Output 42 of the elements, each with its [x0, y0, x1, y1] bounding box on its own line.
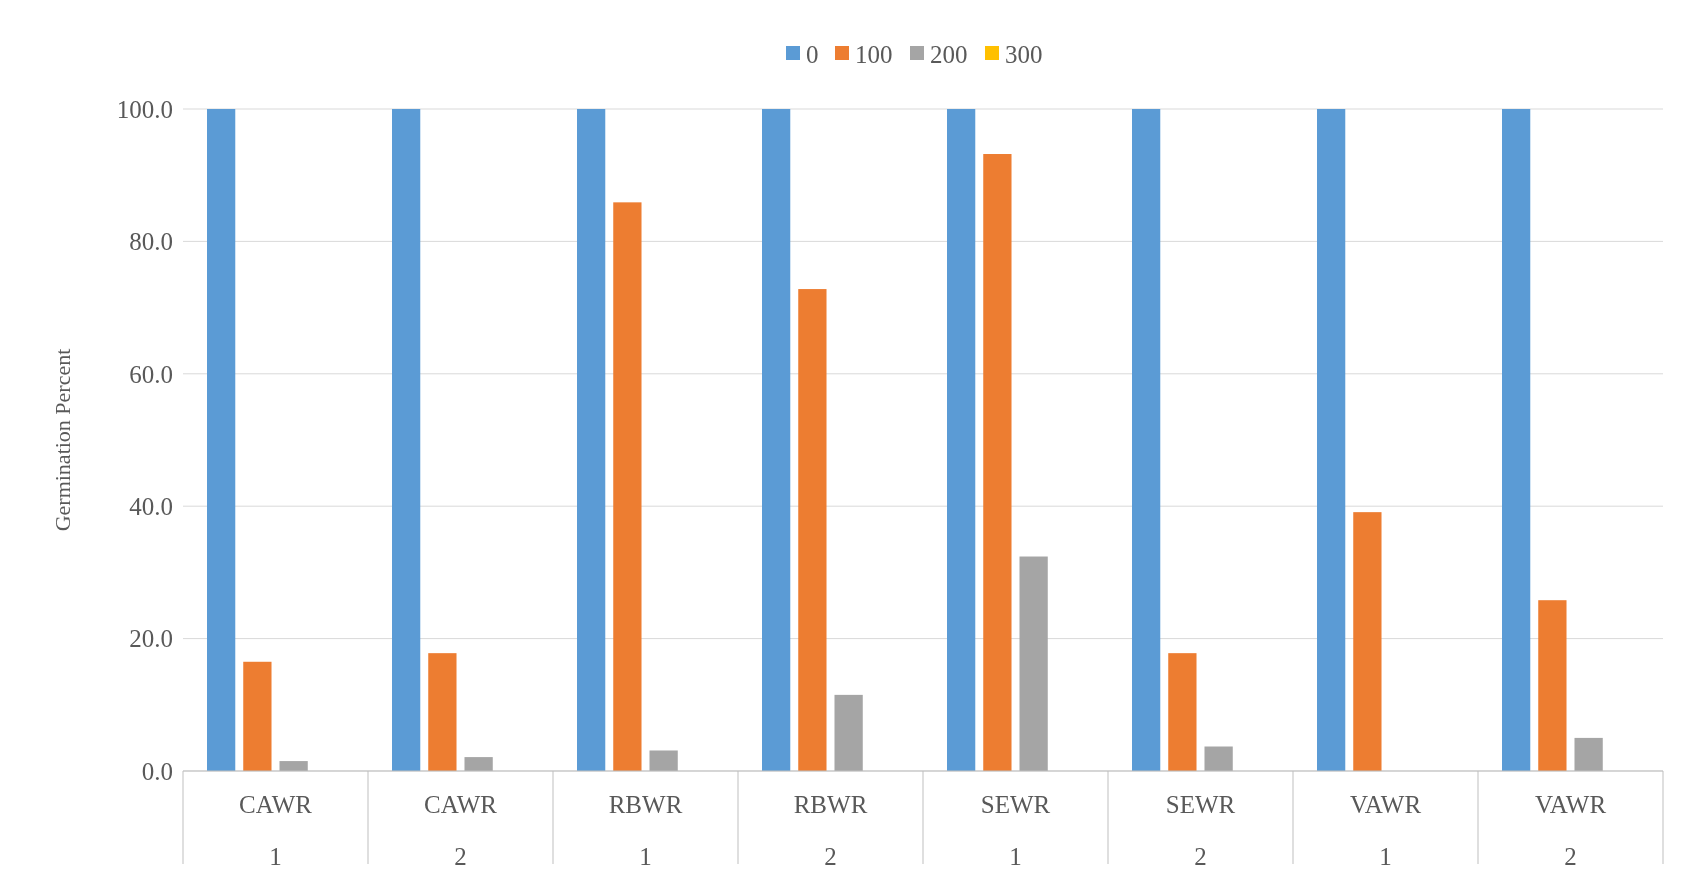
bar	[649, 750, 678, 771]
x-tick-label: CAWR 2	[424, 791, 498, 870]
bar	[1502, 109, 1531, 771]
x-tick-label: SEWR 1	[980, 791, 1051, 870]
x-tick-label: VAWR 2	[1534, 791, 1607, 870]
y-axis-title: Germination Percent	[50, 348, 75, 532]
bar	[392, 109, 421, 771]
bar	[428, 653, 457, 771]
bar	[1574, 737, 1603, 771]
y-tick-label: 0.0	[141, 757, 173, 785]
bar	[762, 109, 791, 771]
bar	[243, 661, 272, 771]
y-tick-label: 20.0	[129, 625, 173, 653]
bar	[983, 154, 1012, 771]
y-tick-label: 40.0	[129, 492, 173, 520]
x-tick-label: SEWR 2	[1165, 791, 1236, 870]
bar	[207, 109, 236, 771]
legend-label: 300	[1005, 40, 1043, 68]
y-tick-label: 100.0	[116, 95, 173, 123]
x-tick-label: CAWR 1	[239, 791, 313, 870]
bar	[1132, 109, 1161, 771]
y-tick-label: 60.0	[129, 360, 173, 388]
legend-label: 0	[806, 40, 819, 68]
bar	[798, 289, 827, 771]
bar	[1538, 600, 1567, 771]
bar	[1317, 109, 1346, 771]
bar	[1168, 653, 1197, 771]
bar	[577, 109, 606, 771]
x-tick-label: RBWR 1	[608, 791, 683, 870]
bar	[464, 757, 493, 771]
bar	[1204, 746, 1233, 771]
bar	[1019, 556, 1048, 771]
x-tick-label: RBWR 2	[793, 791, 868, 870]
x-tick-label: VAWR 1	[1349, 791, 1422, 870]
legend-label: 100	[855, 40, 893, 68]
y-tick-label: 80.0	[129, 228, 173, 256]
bar	[613, 202, 642, 771]
bar	[1353, 512, 1382, 771]
bar	[279, 761, 308, 771]
bar	[947, 109, 976, 771]
bar	[834, 694, 863, 771]
legend-label: 200	[930, 40, 968, 68]
